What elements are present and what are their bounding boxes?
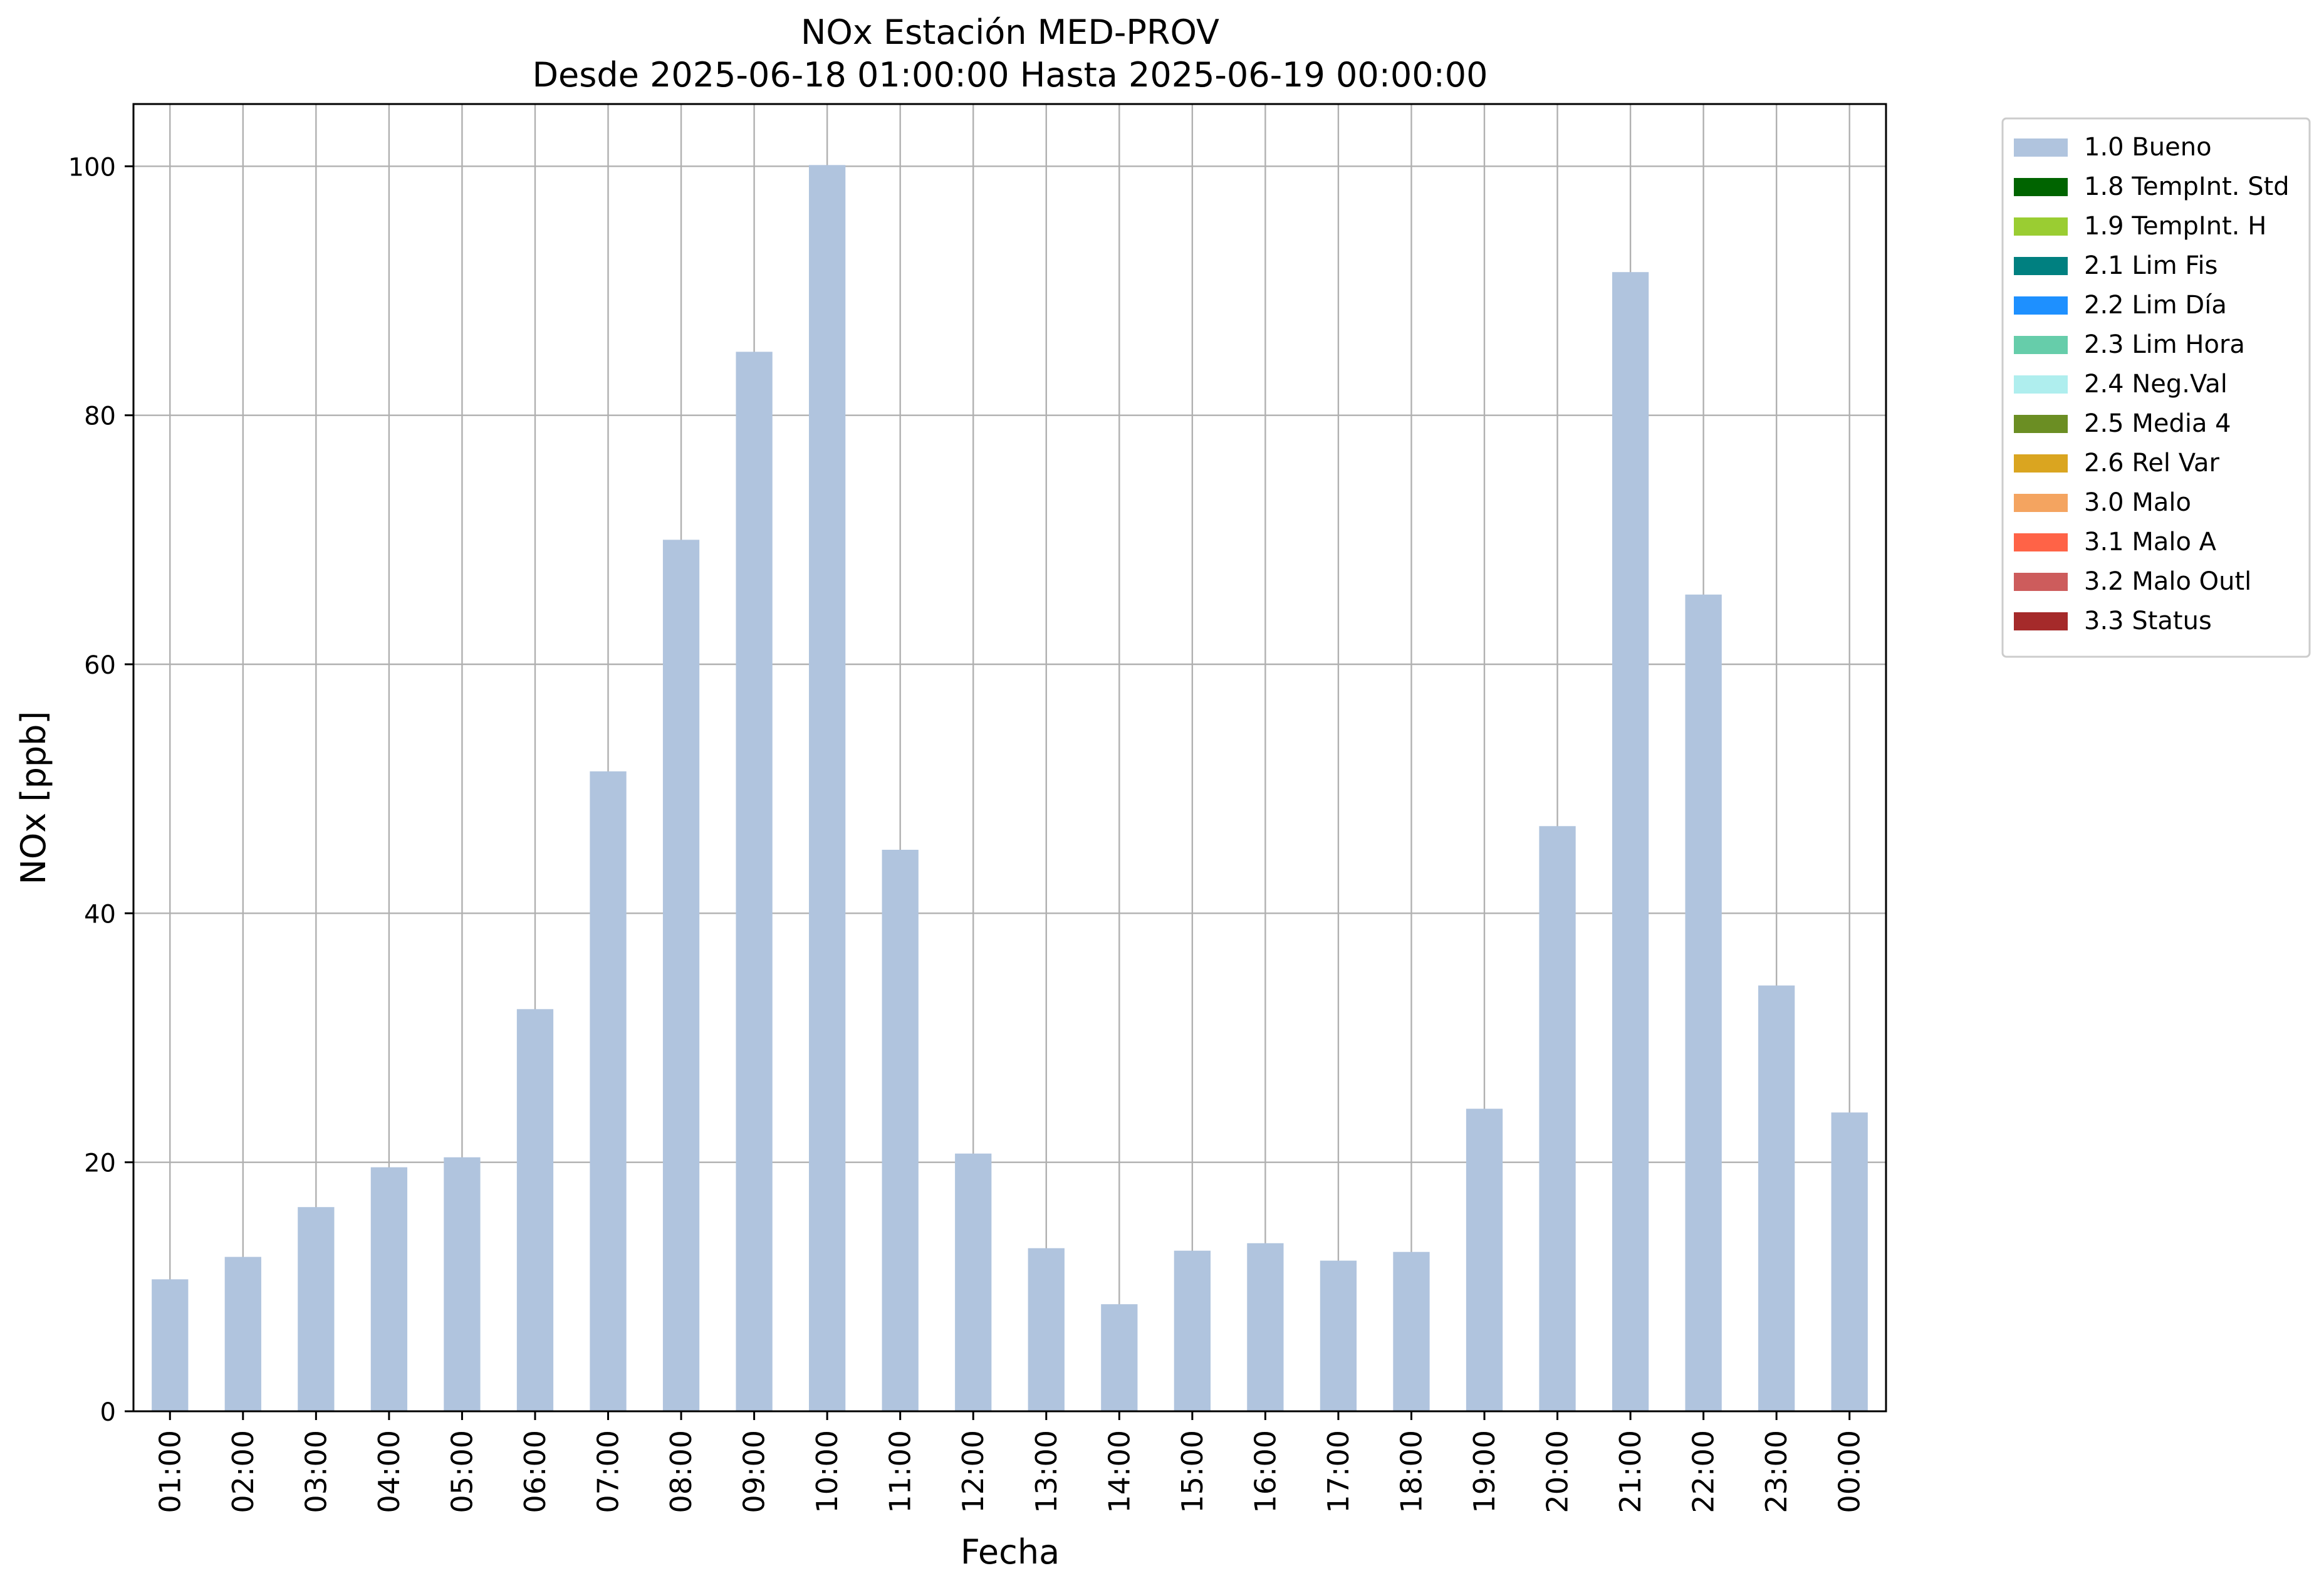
legend-swatch	[2014, 415, 2068, 433]
bar	[1758, 985, 1795, 1411]
x-tick-label: 03:00	[299, 1430, 333, 1513]
bar	[516, 1009, 554, 1411]
legend-label: 1.9 TempInt. H	[2084, 212, 2266, 241]
bar	[370, 1167, 408, 1411]
y-tick-label: 60	[84, 651, 116, 680]
bar	[882, 850, 919, 1411]
x-tick-label: 04:00	[372, 1430, 406, 1513]
legend-swatch	[2014, 138, 2068, 157]
legend-swatch	[2014, 375, 2068, 394]
x-tick-label: 14:00	[1102, 1430, 1136, 1513]
legend-swatch	[2014, 494, 2068, 512]
x-tick-label: 18:00	[1394, 1430, 1428, 1513]
x-tick-label: 08:00	[664, 1430, 698, 1513]
x-tick-label: 22:00	[1687, 1430, 1721, 1513]
bar	[662, 540, 700, 1412]
bar	[152, 1279, 189, 1411]
legend-label: 2.4 Neg.Val	[2084, 370, 2228, 399]
chart-title: NOx Estación MED-PROV	[801, 13, 1219, 52]
bar	[298, 1207, 335, 1411]
bar	[1685, 594, 1722, 1412]
bar	[1028, 1248, 1065, 1411]
x-tick-label: 15:00	[1175, 1430, 1209, 1513]
bar	[224, 1256, 261, 1411]
bar	[1174, 1250, 1211, 1411]
x-tick-label: 23:00	[1759, 1430, 1793, 1513]
x-tick-label: 09:00	[737, 1430, 771, 1513]
bar	[1393, 1251, 1430, 1411]
bar	[1466, 1109, 1503, 1411]
bar	[1539, 826, 1576, 1411]
y-tick-label: 100	[68, 153, 116, 182]
bars	[152, 165, 1868, 1412]
legend-swatch	[2014, 178, 2068, 196]
legend-label: 3.1 Malo A	[2084, 528, 2217, 556]
legend-label: 2.1 Lim Fis	[2084, 251, 2217, 280]
x-tick-label: 21:00	[1613, 1430, 1647, 1513]
legend-label: 2.5 Media 4	[2084, 409, 2231, 438]
legend-label: 1.8 TempInt. Std	[2084, 172, 2290, 201]
legend-label: 2.6 Rel Var	[2084, 449, 2220, 478]
legend-swatch	[2014, 257, 2068, 275]
x-tick-label: 12:00	[956, 1430, 990, 1513]
x-tick-label: 17:00	[1321, 1430, 1355, 1513]
y-tick-label: 20	[84, 1149, 116, 1178]
x-tick-label: 06:00	[518, 1430, 552, 1513]
bar	[444, 1157, 481, 1411]
legend-label: 3.3 Status	[2084, 607, 2212, 635]
x-tick-label: 00:00	[1833, 1430, 1867, 1513]
legend: 1.0 Bueno 1.8 TempInt. Std 1.9 TempInt. H 2…	[2001, 117, 2311, 658]
bar	[809, 165, 846, 1411]
x-tick-label: 13:00	[1029, 1430, 1063, 1513]
bar	[590, 771, 627, 1411]
x-tick-label: 16:00	[1248, 1430, 1282, 1513]
legend-swatch	[2014, 533, 2068, 551]
x-tick-label: 05:00	[445, 1430, 479, 1513]
legend-swatch	[2014, 336, 2068, 354]
x-tick-label: 11:00	[883, 1430, 917, 1513]
x-tick-label: 19:00	[1467, 1430, 1501, 1513]
bar	[1612, 272, 1649, 1412]
legend-label: 2.3 Lim Hora	[2084, 330, 2245, 359]
legend-swatch	[2014, 454, 2068, 473]
bar	[1247, 1243, 1284, 1411]
bar	[955, 1153, 992, 1411]
y-tick-label: 0	[100, 1398, 116, 1427]
y-axis-label: NOx [ppb]	[14, 711, 53, 885]
legend-swatch	[2014, 612, 2068, 630]
x-tick-label: 10:00	[810, 1430, 844, 1513]
y-tick-label: 40	[84, 900, 116, 929]
legend-label: 2.2 Lim Día	[2084, 291, 2227, 320]
bar	[1101, 1304, 1138, 1411]
legend-swatch	[2014, 296, 2068, 315]
legend-label: 3.0 Malo	[2084, 488, 2191, 517]
x-tick-label: 01:00	[153, 1430, 187, 1513]
x-tick-label: 20:00	[1541, 1430, 1575, 1513]
legend-label: 3.2 Malo Outl	[2084, 567, 2251, 596]
x-tick-label: 02:00	[226, 1430, 260, 1513]
bar	[1320, 1260, 1357, 1411]
axes: 0 20 40 60 80 100 01:00 02:00 03:00 04:00 05:00 06:…	[68, 103, 1887, 1513]
chart-subtitle: Desde 2025-06-18 01:00:00 Hasta 2025-06-…	[532, 55, 1488, 95]
x-tick-label: 07:00	[591, 1430, 625, 1513]
legend-swatch	[2014, 217, 2068, 236]
y-tick-label: 80	[84, 402, 116, 431]
bar	[1831, 1112, 1868, 1411]
legend-swatch	[2014, 573, 2068, 591]
legend-label: 1.0 Bueno	[2084, 133, 2212, 162]
plot-frame	[132, 103, 1887, 1413]
legend-frame	[2001, 117, 2311, 658]
x-axis-label: Fecha	[961, 1532, 1060, 1572]
bar	[736, 352, 773, 1411]
